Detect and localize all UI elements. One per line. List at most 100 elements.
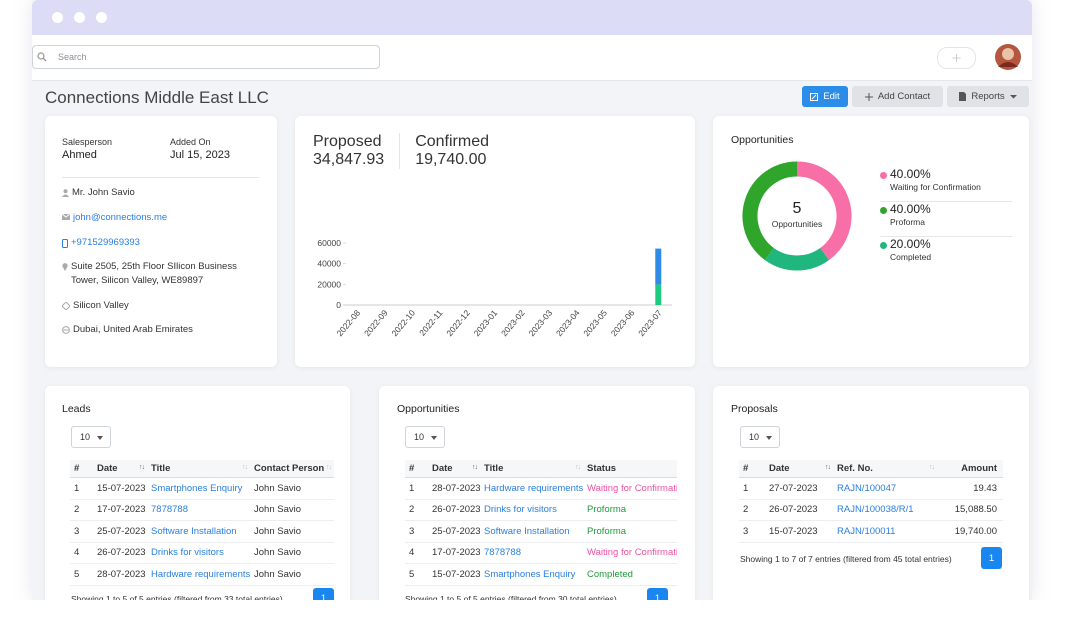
- column-header: #: [405, 460, 428, 478]
- add-contact-button[interactable]: Add Contact: [852, 86, 943, 107]
- edit-icon: [810, 93, 818, 101]
- legend-percent: 40.00%: [890, 167, 1012, 181]
- table-cell: 5: [70, 564, 93, 586]
- field-value: Ahmed: [62, 149, 97, 161]
- table-row: 226-07-2023RAJN/100038/R/115,088.50: [739, 499, 1003, 521]
- table-cell: 17-07-2023: [93, 499, 147, 521]
- add-button[interactable]: [937, 47, 976, 69]
- table-row: 515-07-2023Smartphones EnquiryCompleted: [405, 564, 677, 586]
- table-cell[interactable]: Smartphones Enquiry: [147, 478, 250, 500]
- table-cell[interactable]: Software Installation: [147, 521, 250, 543]
- email-link[interactable]: john@connections.me: [73, 211, 167, 225]
- table-head: #DateRef. No.Amount: [739, 460, 1003, 478]
- table-row: 325-07-2023Software InstallationJohn Sav…: [70, 521, 334, 543]
- phone-link[interactable]: +971529969393: [71, 236, 140, 250]
- table-cell[interactable]: Hardware requirements: [480, 478, 583, 500]
- page-button[interactable]: 1: [981, 547, 1002, 569]
- contact-location: Dubai, United Arab Emirates: [62, 323, 262, 337]
- legend-item: 20.00%Completed: [880, 237, 1012, 272]
- column-header[interactable]: Ref. No.: [833, 460, 937, 478]
- table-cell: John Savio: [250, 564, 334, 586]
- column-header: #: [70, 460, 93, 478]
- column-header[interactable]: Status: [583, 460, 677, 478]
- x-tick-label: 2022-12: [444, 308, 472, 339]
- table-body: 115-07-2023Smartphones EnquiryJohn Savio…: [70, 478, 334, 586]
- search-box[interactable]: Search: [32, 45, 380, 69]
- reports-button[interactable]: Reports: [947, 86, 1029, 107]
- x-tick-label: 2023-07: [636, 308, 664, 339]
- table-cell: Waiting for Confirmation: [583, 478, 677, 500]
- column-header[interactable]: Date: [765, 460, 833, 478]
- field-label: Salesperson: [62, 137, 112, 147]
- window-dot: [74, 12, 85, 23]
- column-header[interactable]: Title: [480, 460, 583, 478]
- window-bar: [32, 0, 1032, 35]
- contact-person: Mr. John Savio: [62, 186, 262, 200]
- donut-center-value: 5: [793, 200, 802, 217]
- column-header[interactable]: Date: [428, 460, 480, 478]
- column-header[interactable]: Date: [93, 460, 147, 478]
- table-cell[interactable]: 7878788: [480, 542, 583, 564]
- card-title: Leads: [62, 403, 91, 415]
- table-row: 528-07-2023Hardware requirementsJohn Sav…: [70, 564, 334, 586]
- page-size-select[interactable]: 10: [740, 426, 780, 448]
- donut-segment: [750, 169, 797, 254]
- x-tick-label: 2023-03: [526, 308, 554, 339]
- table-cell: 28-07-2023: [428, 478, 480, 500]
- column-header[interactable]: Contact Person: [250, 460, 334, 478]
- column-header[interactable]: Amount: [937, 460, 1003, 478]
- donut-segment: [769, 254, 824, 263]
- legend-item: 40.00%Proforma: [880, 202, 1012, 237]
- table-cell: 3: [739, 521, 765, 543]
- contact-text: Silicon Valley: [73, 299, 129, 313]
- table-cell: 26-07-2023: [93, 542, 147, 564]
- table-cell: 2: [70, 499, 93, 521]
- page-size-select[interactable]: 10: [405, 426, 445, 448]
- field-label: Added On: [170, 137, 211, 147]
- mail-icon: [62, 214, 70, 220]
- table-cell[interactable]: Smartphones Enquiry: [480, 564, 583, 586]
- x-tick-label: 2023-05: [581, 308, 609, 339]
- page-title: Connections Middle East LLC: [45, 88, 269, 108]
- table-cell[interactable]: RAJN/100047: [833, 478, 937, 500]
- window-dot: [96, 12, 107, 23]
- legend-swatch: [880, 207, 887, 214]
- table-cell: 1: [739, 478, 765, 500]
- table-cell: 25-07-2023: [93, 521, 147, 543]
- y-tick-label: 40000: [317, 259, 341, 269]
- table-row: 128-07-2023Hardware requirementsWaiting …: [405, 478, 677, 500]
- table-cell[interactable]: Drinks for visitors: [480, 499, 583, 521]
- table-cell[interactable]: Software Installation: [480, 521, 583, 543]
- leads-table: #DateTitleContact Person115-07-2023Smart…: [70, 460, 334, 586]
- table-cell: 15-07-2023: [428, 564, 480, 586]
- table-cell: John Savio: [250, 542, 334, 564]
- x-tick-label: 2023-04: [554, 308, 582, 339]
- table-cell[interactable]: Hardware requirements: [147, 564, 250, 586]
- donut-legend: 40.00%Waiting for Confirmation 40.00%Prof…: [880, 167, 1012, 272]
- legend-label: Waiting for Confirmation: [890, 182, 1012, 192]
- table-body: 127-07-2023RAJN/10004719.43226-07-2023RA…: [739, 478, 1003, 543]
- proposals-table: #DateRef. No.Amount127-07-2023RAJN/10004…: [739, 460, 1003, 543]
- donut-segment: [797, 169, 844, 254]
- page-size-select[interactable]: 10: [71, 426, 111, 448]
- table-body: 128-07-2023Hardware requirementsWaiting …: [405, 478, 677, 586]
- table-cell: 2: [739, 499, 765, 521]
- legend-swatch: [880, 172, 887, 179]
- divider: [62, 177, 259, 178]
- table-row: 315-07-2023RAJN/10001119,740.00: [739, 521, 1003, 543]
- table-cell[interactable]: RAJN/100038/R/1: [833, 499, 937, 521]
- contact-area: Silicon Valley: [62, 299, 262, 313]
- x-tick-label: 2022-10: [389, 308, 417, 339]
- donut-chart: 5Opportunities: [713, 116, 873, 316]
- table-cell[interactable]: Drinks for visitors: [147, 542, 250, 564]
- table-head: #DateTitleContact Person: [70, 460, 334, 478]
- edit-button[interactable]: Edit: [802, 86, 848, 107]
- avatar[interactable]: [994, 43, 1022, 71]
- table-cell[interactable]: 7878788: [147, 499, 250, 521]
- x-tick-label: 2023-02: [499, 308, 527, 339]
- table-cell: John Savio: [250, 499, 334, 521]
- table-cell[interactable]: RAJN/100011: [833, 521, 937, 543]
- column-header[interactable]: Title: [147, 460, 250, 478]
- table-cell: John Savio: [250, 521, 334, 543]
- legend-label: Proforma: [890, 217, 1012, 227]
